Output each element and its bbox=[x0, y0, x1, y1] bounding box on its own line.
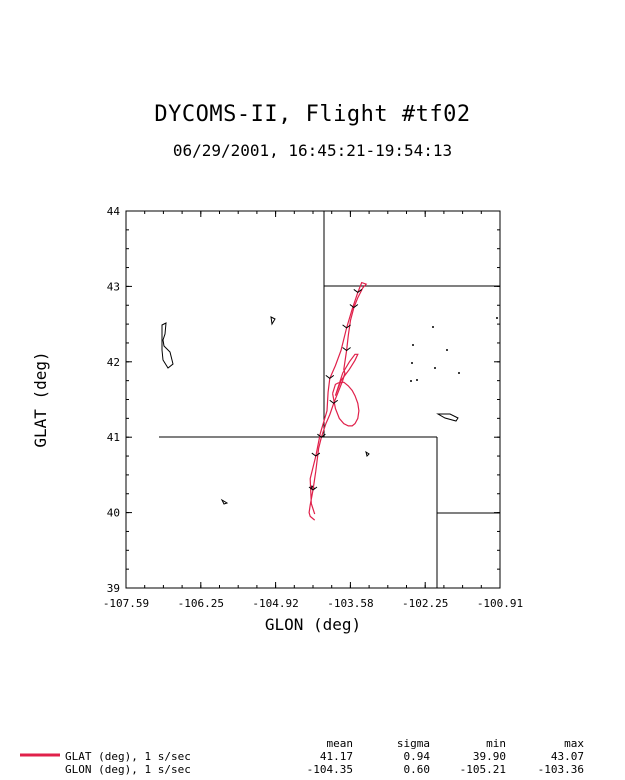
direction-arrow bbox=[317, 433, 326, 438]
direction-arrow bbox=[353, 289, 363, 294]
chart-subtitle: 06/29/2001, 16:45:21-19:54:13 bbox=[172, 141, 453, 160]
map-dot bbox=[432, 326, 434, 328]
stats-header-max: max bbox=[564, 737, 584, 750]
map-dot bbox=[446, 349, 448, 351]
direction-arrow bbox=[342, 347, 351, 352]
map-dot bbox=[411, 362, 413, 364]
axis-ticks: -107.59 -106.25 -104.92 -103.58 -102.25 -100.… bbox=[103, 205, 523, 610]
x-tick-label: -102.25 bbox=[402, 597, 448, 610]
y-tick-label: 44 bbox=[107, 205, 121, 218]
lake-outline bbox=[436, 413, 459, 422]
direction-arrow bbox=[342, 324, 351, 329]
stats-row-label: GLON (deg), 1 s/sec bbox=[65, 763, 191, 776]
map-dot bbox=[496, 317, 498, 319]
map-boundaries bbox=[159, 211, 500, 588]
map-dot bbox=[458, 372, 460, 374]
direction-arrow bbox=[311, 452, 321, 457]
stats-header-min: min bbox=[486, 737, 506, 750]
direction-arrow bbox=[329, 399, 339, 404]
y-tick-label: 40 bbox=[107, 507, 120, 520]
stats-header-mean: mean bbox=[326, 737, 354, 750]
y-tick-label: 39 bbox=[107, 582, 120, 595]
map-dot bbox=[410, 380, 412, 382]
x-tick-label: -106.25 bbox=[178, 597, 224, 610]
direction-arrow bbox=[325, 374, 335, 380]
y-tick-label: 43 bbox=[107, 280, 120, 293]
direction-arrow bbox=[349, 304, 359, 309]
stats-panel: mean sigma min max GLAT (deg), 1 s/sec 4… bbox=[0, 735, 625, 780]
map-dot bbox=[412, 344, 414, 346]
stats-value: 41.17 bbox=[319, 750, 353, 763]
flight-track-chart: -107.59 -106.25 -104.92 -103.58 -102.25 -100.… bbox=[31, 205, 523, 634]
map-dot bbox=[434, 367, 436, 369]
lake-outline bbox=[270, 316, 276, 326]
series-line bbox=[334, 353, 359, 396]
map-dot bbox=[416, 379, 418, 381]
y-tick-label: 42 bbox=[107, 356, 120, 369]
stats-value: -104.35 bbox=[306, 763, 353, 776]
stats-value: 0.60 bbox=[403, 763, 431, 776]
direction-arrow bbox=[308, 486, 318, 491]
stats-value: 39.90 bbox=[472, 750, 506, 763]
legend-swatch bbox=[20, 753, 60, 757]
plot-frame bbox=[125, 210, 501, 589]
x-axis-label: GLON (deg) bbox=[265, 615, 361, 634]
x-tick-label: -104.92 bbox=[252, 597, 298, 610]
stats-value: -105.21 bbox=[459, 763, 506, 776]
y-tick-label: 41 bbox=[107, 431, 120, 444]
lake-outline bbox=[220, 498, 229, 505]
stats-row-label: GLAT (deg), 1 s/sec bbox=[65, 750, 191, 763]
x-tick-label: -100.91 bbox=[477, 597, 523, 610]
stats-value: 43.07 bbox=[550, 750, 584, 763]
lake-outline bbox=[365, 450, 370, 457]
series-line bbox=[332, 381, 360, 427]
y-axis-label: GLAT (deg) bbox=[31, 351, 50, 447]
flight-track-lines bbox=[308, 281, 368, 521]
chart-title: DYCOMS-II, Flight #tf02 bbox=[154, 102, 471, 127]
stats-header-sigma: sigma bbox=[396, 737, 430, 750]
lake-outline bbox=[161, 322, 174, 369]
stats-value: 0.94 bbox=[403, 750, 431, 763]
x-tick-label: -103.58 bbox=[327, 597, 373, 610]
stats-value: -103.36 bbox=[537, 763, 584, 776]
x-tick-label: -107.59 bbox=[103, 597, 149, 610]
